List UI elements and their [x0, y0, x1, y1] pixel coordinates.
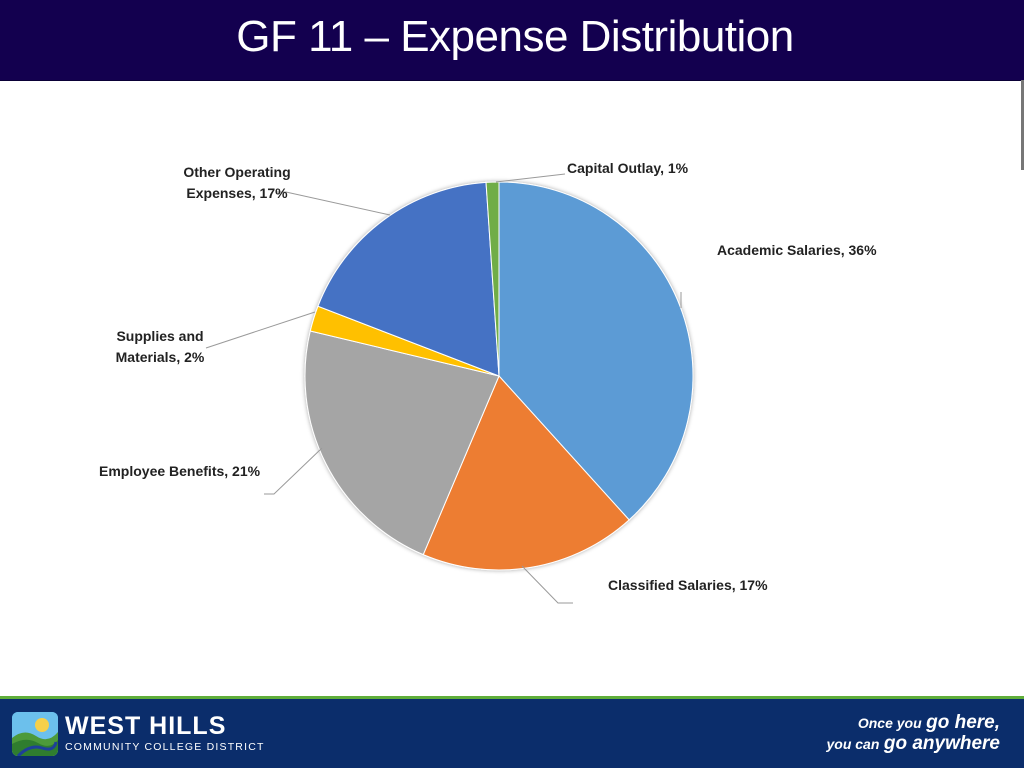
leader-line-classified — [521, 565, 573, 604]
data-label-other-line2: Expenses, 17% — [186, 185, 288, 201]
data-label-supplies-materials: Supplies and Materials, 2% — [106, 326, 214, 368]
tagline-go-here: go here, — [926, 712, 1000, 733]
leader-line-benefits — [264, 447, 323, 495]
data-label-supplies-line1: Supplies and — [116, 328, 204, 344]
title-bar: GF 11 – Expense Distribution — [0, 0, 1024, 81]
pie-slice-other-operating-expenses — [317, 181, 500, 377]
footer-accent-line — [0, 696, 1024, 699]
data-label-other-operating: Other Operating Expenses, 17% — [172, 162, 302, 204]
edge-decoration — [1021, 80, 1024, 170]
pie-slice-classified-salaries — [422, 375, 630, 571]
pie-slice-academic-salaries — [498, 181, 694, 521]
west-hills-logo-icon — [12, 712, 58, 756]
slide-title: GF 11 – Expense Distribution — [236, 12, 794, 61]
data-label-academic-salaries: Academic Salaries, 36% — [717, 242, 877, 258]
leader-line-capital — [495, 173, 566, 183]
tagline-go-anywhere: go anywhere — [883, 733, 1000, 754]
logo-subtitle: COMMUNITY COLLEGE DISTRICT — [65, 741, 265, 753]
tagline: Once you go here, you can go anywhere — [800, 713, 1000, 755]
tagline-you-can: you can — [826, 736, 880, 752]
data-label-supplies-line2: Materials, 2% — [115, 349, 205, 365]
data-label-employee-benefits: Employee Benefits, 21% — [99, 463, 261, 479]
data-label-classified-salaries: Classified Salaries, 17% — [608, 577, 768, 593]
data-label-capital-outlay: Capital Outlay, 1% — [567, 160, 689, 176]
logo-wordmark: WEST HILLS — [65, 712, 227, 740]
leader-line-other — [276, 191, 391, 216]
footer-bar: WEST HILLS COMMUNITY COLLEGE DISTRICT On… — [0, 699, 1024, 768]
data-label-other-line1: Other Operating — [183, 164, 291, 180]
expense-pie-chart — [205, 173, 694, 604]
pie-slice-employee-benefits — [304, 330, 500, 556]
leader-line-supplies — [205, 311, 316, 349]
tagline-once-you: Once you — [857, 715, 922, 731]
